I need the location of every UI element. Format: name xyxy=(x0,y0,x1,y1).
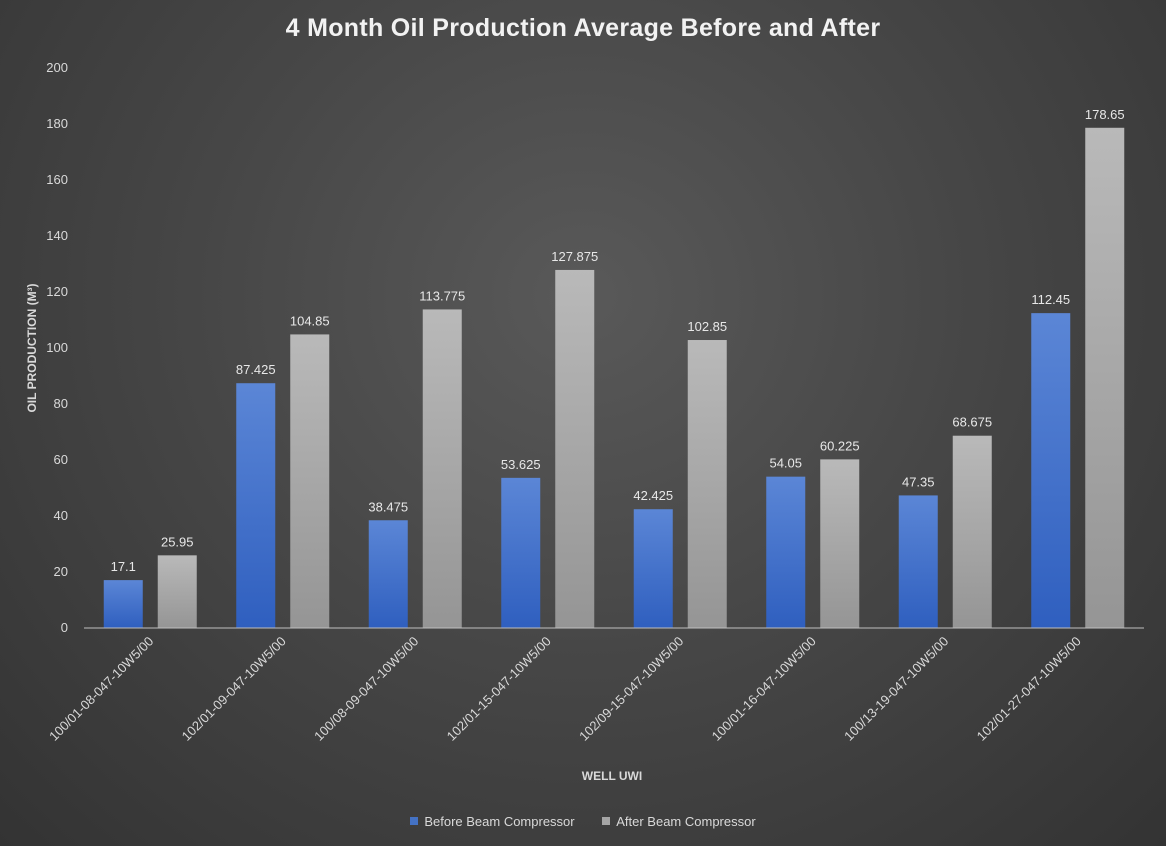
y-tick-label: 0 xyxy=(61,620,68,635)
x-tick-label: 100/01-16-047-10W5/00 xyxy=(709,634,819,744)
bar-after xyxy=(157,555,197,628)
data-label: 42.425 xyxy=(633,488,673,503)
bar-before xyxy=(368,520,408,628)
x-tick-label: 102/01-27-047-10W5/00 xyxy=(974,634,1084,744)
data-label: 178.65 xyxy=(1085,107,1125,122)
y-tick-label: 20 xyxy=(54,564,68,579)
x-axis-title: WELL UWI xyxy=(582,769,642,783)
bar-before xyxy=(501,477,541,628)
x-tick-label: 102/01-09-047-10W5/00 xyxy=(179,634,289,744)
data-label: 54.05 xyxy=(769,456,802,471)
y-tick-label: 120 xyxy=(46,284,68,299)
legend-label-after: After Beam Compressor xyxy=(616,813,756,829)
bar-before xyxy=(103,580,143,628)
data-label: 17.1 xyxy=(111,559,136,574)
y-tick-label: 40 xyxy=(54,508,68,523)
data-label: 102.85 xyxy=(687,319,727,334)
y-tick-label: 140 xyxy=(46,228,68,243)
bar-before xyxy=(633,509,673,628)
bar-after xyxy=(1085,127,1125,628)
bar-before xyxy=(898,495,938,628)
y-tick-label: 60 xyxy=(54,452,68,467)
data-label: 53.625 xyxy=(501,457,541,472)
bar-after xyxy=(555,269,595,628)
data-label: 47.35 xyxy=(902,474,935,489)
y-tick-label: 160 xyxy=(46,172,68,187)
legend-swatch-after xyxy=(602,817,611,825)
bar-before xyxy=(766,476,806,628)
x-tick-label: 102/01-15-047-10W5/00 xyxy=(444,634,554,744)
data-label: 38.475 xyxy=(368,499,408,514)
x-tick-label: 100/01-08-047-10W5/00 xyxy=(46,634,156,744)
data-labels-group: 17.1 25.95 87.425 104.85 38.475 113.775 53.625… xyxy=(111,107,1125,574)
legend-item-after: After Beam Compressor xyxy=(602,813,756,829)
data-label: 127.875 xyxy=(551,249,598,264)
legend: Before Beam Compressor After Beam Compre… xyxy=(0,813,1166,829)
y-axis-title: OIL PRODUCTION (M³) xyxy=(25,283,39,412)
y-tick-label: 100 xyxy=(46,340,68,355)
data-label: 104.85 xyxy=(290,313,330,328)
y-tick-label: 180 xyxy=(46,116,68,131)
x-tick-label: 102/09-15-047-10W5/00 xyxy=(576,634,686,744)
legend-label-before: Before Beam Compressor xyxy=(424,813,575,829)
bar-after xyxy=(422,309,462,628)
bars-group xyxy=(103,127,1125,628)
bar-before xyxy=(1031,313,1071,628)
bar-after xyxy=(820,459,860,628)
data-label: 60.225 xyxy=(820,438,860,453)
data-label: 68.675 xyxy=(952,415,992,430)
x-tick-label: 100/08-09-047-10W5/00 xyxy=(311,634,421,744)
bar-after xyxy=(687,340,727,628)
data-label: 113.775 xyxy=(419,288,465,303)
x-tick-label: 100/13-19-047-10W5/00 xyxy=(841,634,951,744)
y-axis-ticks: 0 20 40 60 80 100 120 140 160 180 200 xyxy=(46,60,68,635)
data-label: 112.45 xyxy=(1031,292,1070,307)
x-axis-tick-labels: 100/01-08-047-10W5/00 102/01-09-047-10W5/… xyxy=(46,634,1084,744)
legend-swatch-before xyxy=(410,817,419,825)
y-tick-label: 80 xyxy=(54,396,68,411)
bar-before xyxy=(236,383,276,628)
legend-item-before: Before Beam Compressor xyxy=(410,813,575,829)
bar-after xyxy=(952,435,992,628)
data-label: 25.95 xyxy=(161,534,194,549)
y-tick-label: 200 xyxy=(46,60,68,75)
bar-after xyxy=(290,334,330,628)
data-label: 87.425 xyxy=(236,362,276,377)
chart-title: 4 Month Oil Production Average Before an… xyxy=(285,14,881,42)
